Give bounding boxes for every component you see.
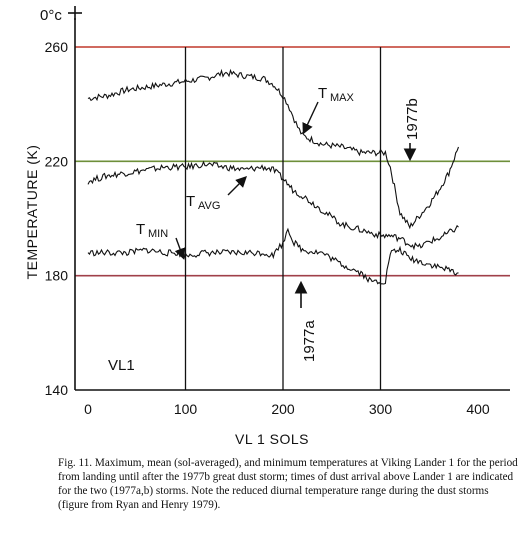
svg-text:T: T (186, 193, 195, 210)
svg-text:MIN: MIN (148, 228, 168, 240)
reference-lines (75, 46, 510, 277)
storm-1977a-label: 1977a (301, 320, 318, 362)
y-tick-label: 220 (45, 153, 69, 169)
tmin-label: T MIN (136, 221, 168, 240)
tavg-label: T AVG (186, 193, 220, 212)
tmax-arrow (302, 101, 319, 135)
svg-text:AVG: AVG (198, 200, 220, 212)
svg-text:T: T (318, 85, 327, 102)
x-tick-label: 100 (174, 401, 198, 417)
svg-text:MAX: MAX (330, 92, 355, 104)
temperature-chart: 0°c 140 180 220 260 0 100 200 300 400 T MAX T A… (24, 6, 510, 447)
tavg-arrow (227, 176, 247, 196)
storm-1977b-label: 1977b (404, 98, 421, 140)
series-line-tavg (87, 160, 459, 251)
y-axis-title: TEMPERATURE (K) (24, 145, 40, 280)
panel-label: VL1 (108, 357, 135, 374)
x-tick-label: 0 (84, 401, 92, 417)
series-line-tmax (87, 68, 460, 230)
svg-text:T: T (136, 221, 145, 238)
series-line-tmin (87, 227, 459, 285)
y-tick-labels: 140 180 220 260 (45, 39, 69, 398)
x-axis-title: VL 1 SOLS (235, 431, 309, 447)
x-tick-label: 300 (369, 401, 393, 417)
vertical-grid (184, 47, 382, 390)
figure-caption: Fig. 11. Maximum, mean (sol-averaged), a… (58, 457, 518, 511)
y-tick-label: 140 (45, 382, 69, 398)
x-tick-labels: 0 100 200 300 400 (84, 401, 490, 417)
tmin-arrow (174, 237, 186, 260)
y-tick-label: 260 (45, 39, 69, 55)
y-tick-label: 180 (45, 268, 69, 284)
x-tick-label: 200 (271, 401, 295, 417)
tmax-label: T MAX (318, 85, 355, 104)
corner-label: 0°c (40, 7, 62, 24)
series-lines (87, 68, 460, 285)
x-tick-label: 400 (466, 401, 490, 417)
